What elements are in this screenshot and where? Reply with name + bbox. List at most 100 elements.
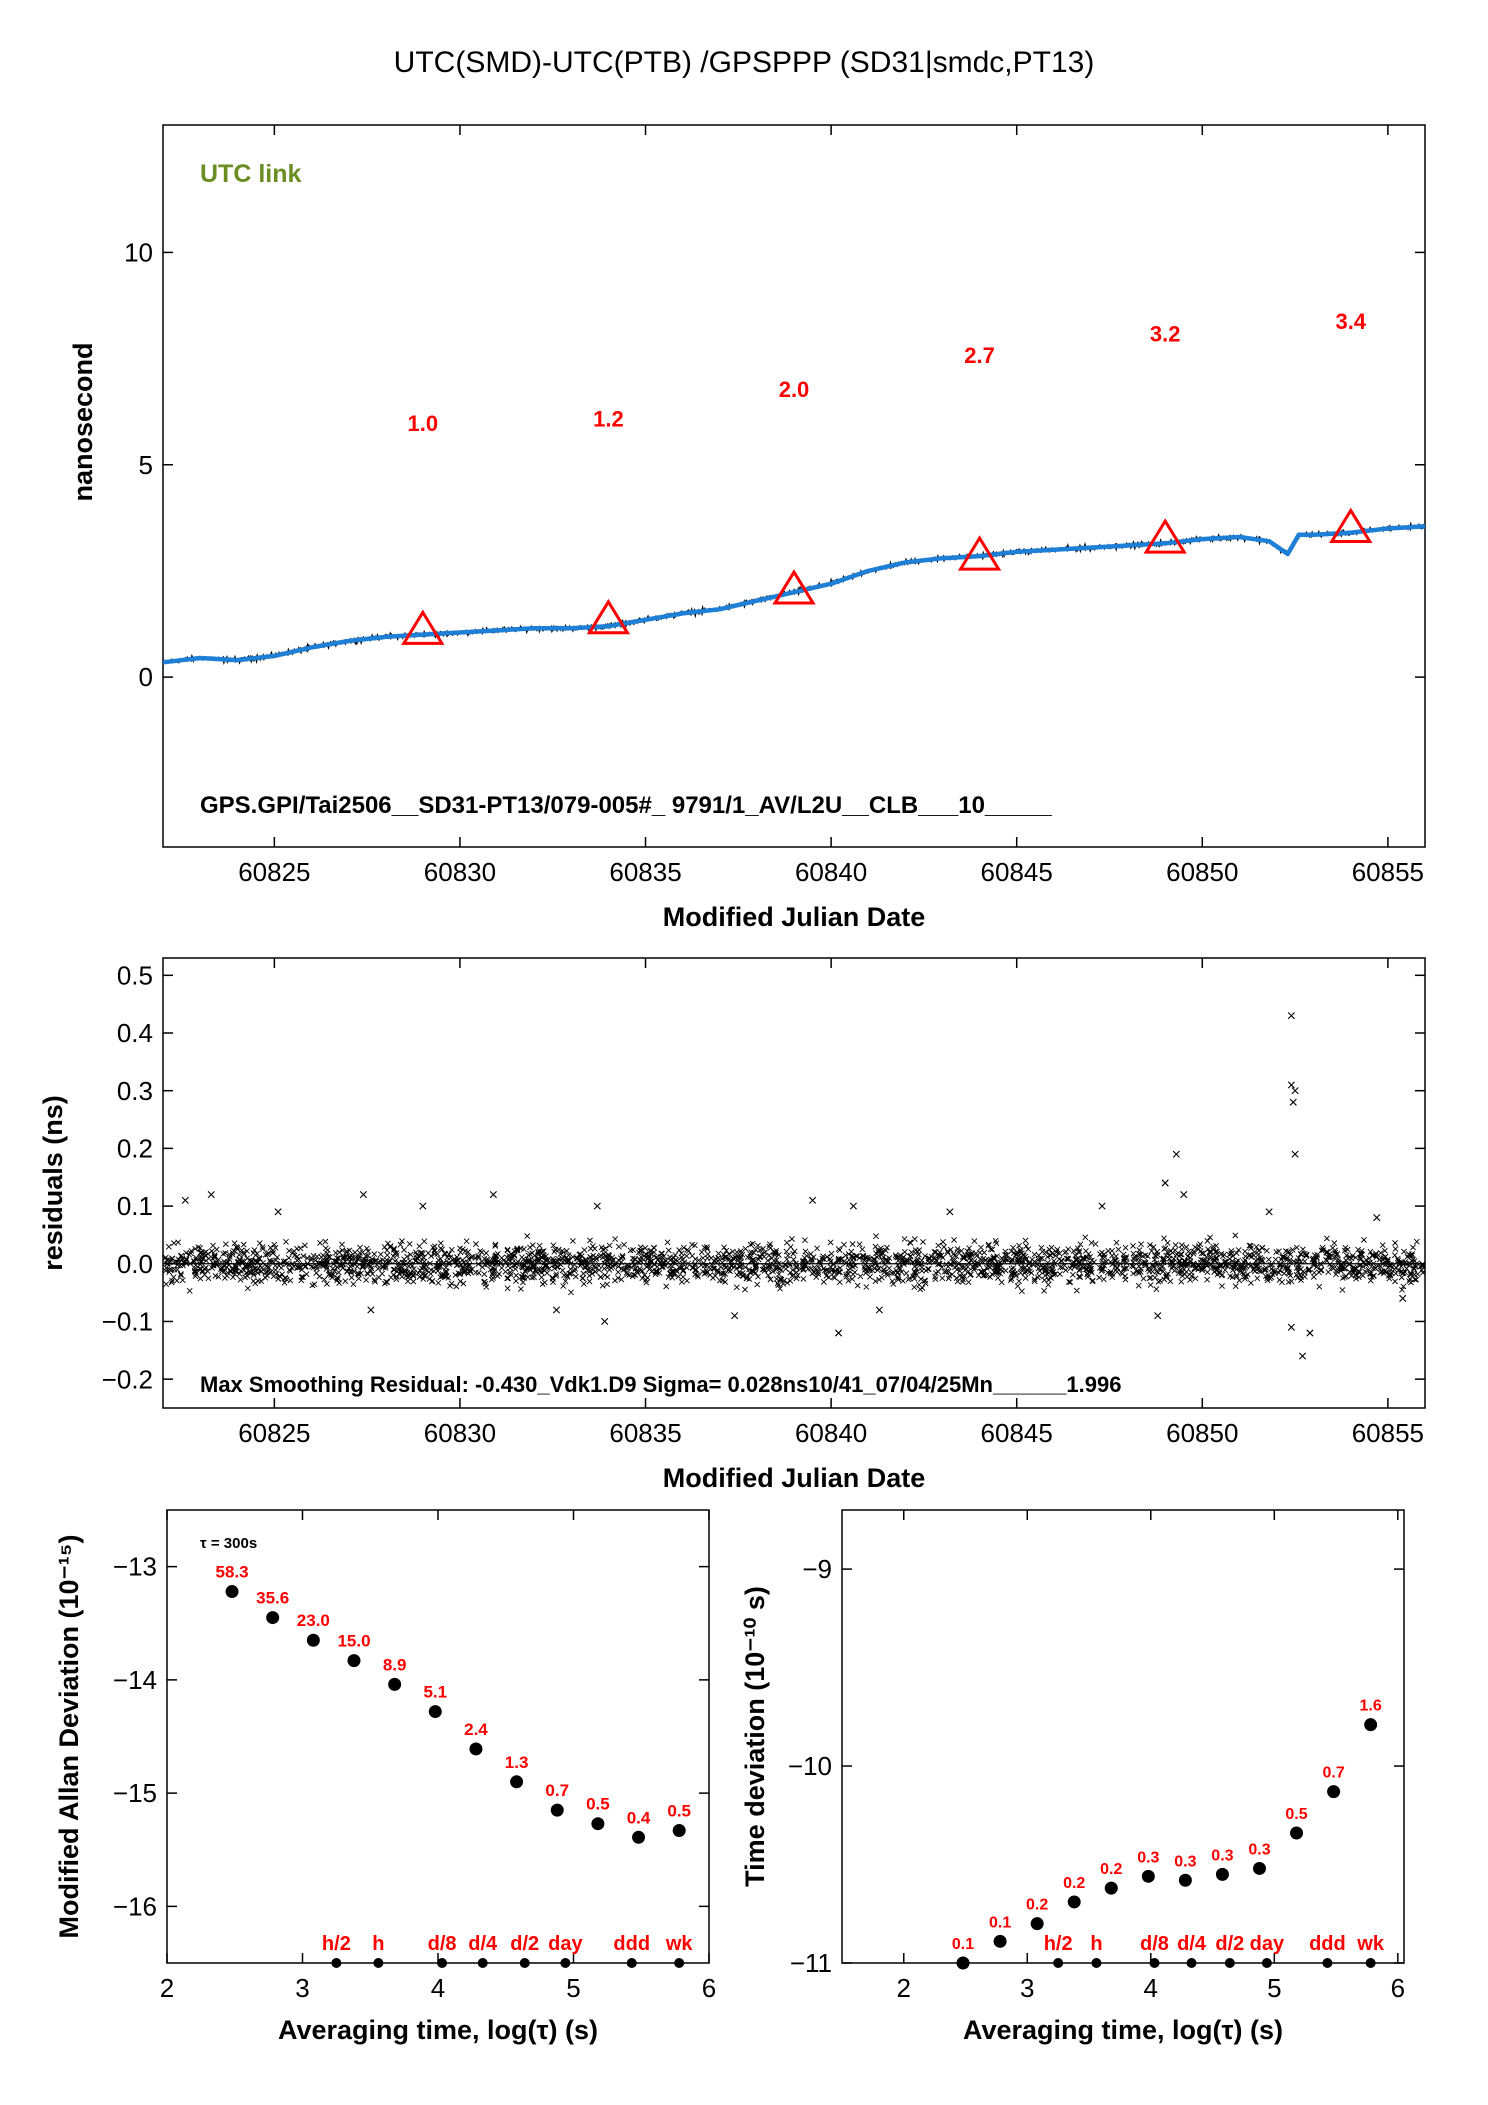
allan-deviation-data-point (225, 1585, 239, 1599)
allan-deviation-data-point (632, 1830, 646, 1844)
page-title: UTC(SMD)-UTC(PTB) /GPSPPP (SD31|smdc,PT1… (394, 46, 1095, 79)
allan-deviation-interval-marker (519, 1958, 530, 1968)
time-difference-xtick-label: 60855 (1352, 857, 1424, 887)
time-difference-ytick-label: 0 (139, 662, 153, 692)
residuals-plot-frame (162, 957, 1426, 1409)
time-deviation-xtick-label: 6 (1391, 1973, 1405, 2003)
allan-deviation-interval-marker (437, 1958, 448, 1968)
residuals-outlier-point (181, 1196, 189, 1204)
residuals-outlier-point (875, 1306, 883, 1314)
time-deviation-data-point (1067, 1895, 1081, 1909)
residuals-outlier-point (207, 1190, 215, 1199)
allan-deviation-point-label: 2.4 (464, 1720, 488, 1739)
allan-deviation-data-point (550, 1803, 564, 1817)
allan-deviation-interval-marker (477, 1958, 488, 1968)
allan-deviation-point-label: 35.6 (256, 1589, 289, 1608)
allan-deviation-interval-label: d/2 (510, 1933, 539, 1955)
time-deviation-point-label: 0.3 (1211, 1847, 1233, 1864)
time-deviation-data-point (1104, 1881, 1118, 1895)
time-difference-xtick-label: 60835 (609, 857, 681, 887)
residuals-outlier-point (946, 1208, 954, 1216)
allan-deviation-data-point (266, 1611, 280, 1625)
residuals-outlier-point (552, 1306, 561, 1314)
allan-deviation-point-label: 15.0 (337, 1632, 370, 1651)
residuals-outlier-point (1265, 1208, 1273, 1216)
residuals-x-axis-label: Modified Julian Date (663, 1463, 926, 1493)
time-difference-triangle-marker (1143, 518, 1187, 554)
time-difference-ytick-label: 10 (124, 238, 153, 268)
residuals-ytick-label: 0.2 (117, 1133, 153, 1163)
allan-deviation-point-label: 0.7 (545, 1781, 569, 1800)
time-deviation-plot-frame (841, 1509, 1405, 1964)
allan-deviation-data-point (510, 1775, 524, 1789)
time-difference-marker-label: 1.0 (408, 411, 439, 436)
allan-deviation-x-axis-label: Averaging time, log(τ) (s) (278, 2015, 598, 2045)
time-deviation-interval-label: h/2 (1044, 1933, 1073, 1955)
time-deviation-data-point (1252, 1861, 1266, 1875)
residuals-outlier-point (489, 1190, 497, 1199)
residuals-xtick-label: 60830 (424, 1418, 496, 1448)
residuals-outlier-point (1298, 1352, 1307, 1360)
time-difference-triangle-marker (401, 609, 445, 645)
residuals-outlier-point (601, 1317, 609, 1326)
time-difference-xtick-label: 60825 (238, 857, 310, 887)
time-deviation-ytick-label: −10 (788, 1751, 832, 1781)
time-deviation-xtick-label: 3 (1020, 1973, 1034, 2003)
residuals-outlier-point (1306, 1329, 1314, 1337)
allan-deviation-interval-label: d/8 (428, 1933, 457, 1955)
residuals-ytick-label: 0.1 (117, 1191, 153, 1221)
time-deviation-interval-marker (1224, 1958, 1235, 1968)
residuals-outlier-point (834, 1329, 843, 1337)
residuals-outlier-point (1154, 1312, 1162, 1320)
time-deviation-y-axis-label: Time deviation (10⁻¹⁰ s) (740, 1586, 770, 1887)
residuals-xtick-label: 60845 (981, 1418, 1053, 1448)
allan-deviation-interval-marker (560, 1958, 571, 1968)
time-deviation-interval-marker (1149, 1958, 1160, 1968)
time-difference-marker-label: 2.0 (779, 377, 810, 402)
allan-deviation-ytick-label: −14 (113, 1665, 157, 1695)
time-difference-triangle-marker (772, 569, 816, 605)
residuals-outlier-point (1399, 1294, 1407, 1302)
residuals-outlier-point (1098, 1202, 1106, 1210)
time-deviation-data-point (993, 1934, 1007, 1948)
allan-deviation-ytick-label: −16 (113, 1891, 157, 1921)
time-deviation-point-label: 0.3 (1174, 1853, 1196, 1870)
time-deviation-xtick-label: 4 (1144, 1973, 1158, 2003)
residuals-outlier-point (731, 1312, 739, 1320)
residuals-outlier-point (1180, 1190, 1188, 1199)
allan-deviation-point-label: 5.1 (423, 1683, 447, 1702)
allan-deviation-panel: 2 3 4 5 6 −16 −15 −14 −13 58.3 35.6 23.0 15.0 8.9 5.1 2… (54, 1509, 716, 2045)
time-difference-xtick-label: 60840 (795, 857, 867, 887)
residuals-outlier-point (808, 1196, 817, 1204)
residuals-outlier-point (274, 1208, 282, 1216)
time-deviation-panel: 2 3 4 5 6 −11 −10 −9 0.1 0.1 0.2 0.2 0.2 0.3 0.3 0.3 0.3… (740, 1509, 1405, 2045)
residuals-outlier-point (1287, 1323, 1295, 1331)
allan-deviation-point-label: 23.0 (297, 1611, 330, 1630)
allan-deviation-interval-label: day (548, 1933, 583, 1955)
time-difference-y-axis-label: nanosecond (68, 342, 98, 501)
residuals-outlier-point (1291, 1087, 1299, 1095)
time-deviation-data-point (1290, 1826, 1304, 1840)
time-deviation-data-point (1327, 1785, 1341, 1799)
time-deviation-point-label: 0.2 (1100, 1861, 1122, 1878)
residuals-outlier-point (1172, 1150, 1180, 1158)
residuals-outlier-point (1289, 1098, 1297, 1106)
allan-deviation-interval-marker (331, 1958, 342, 1968)
time-deviation-xtick-label: 2 (897, 1973, 911, 2003)
time-deviation-interval-label: h (1090, 1933, 1102, 1955)
residuals-outlier-point (1291, 1150, 1299, 1158)
residuals-footer-text: Max Smoothing Residual: -0.430_Vdk1.D9 S… (200, 1372, 1121, 1397)
allan-deviation-point-label: 1.3 (505, 1753, 529, 1772)
time-deviation-xtick-label: 5 (1267, 1973, 1281, 2003)
allan-deviation-interval-label: d/4 (468, 1933, 498, 1955)
allan-deviation-point-label: 0.5 (586, 1795, 610, 1814)
time-deviation-point-label: 0.2 (1026, 1897, 1048, 1914)
tau-annotation: τ = 300s (200, 1535, 257, 1552)
time-deviation-interval-label: d/2 (1215, 1933, 1244, 1955)
allan-deviation-data-point (428, 1705, 442, 1719)
allan-deviation-interval-marker (373, 1958, 384, 1968)
residuals-ytick-label: −0.2 (102, 1364, 153, 1394)
allan-deviation-y-axis-label: Modified Allan Deviation (10⁻¹⁵) (54, 1535, 84, 1939)
time-deviation-point-label: 1.6 (1360, 1698, 1382, 1715)
residuals-outlier-point (593, 1202, 601, 1210)
